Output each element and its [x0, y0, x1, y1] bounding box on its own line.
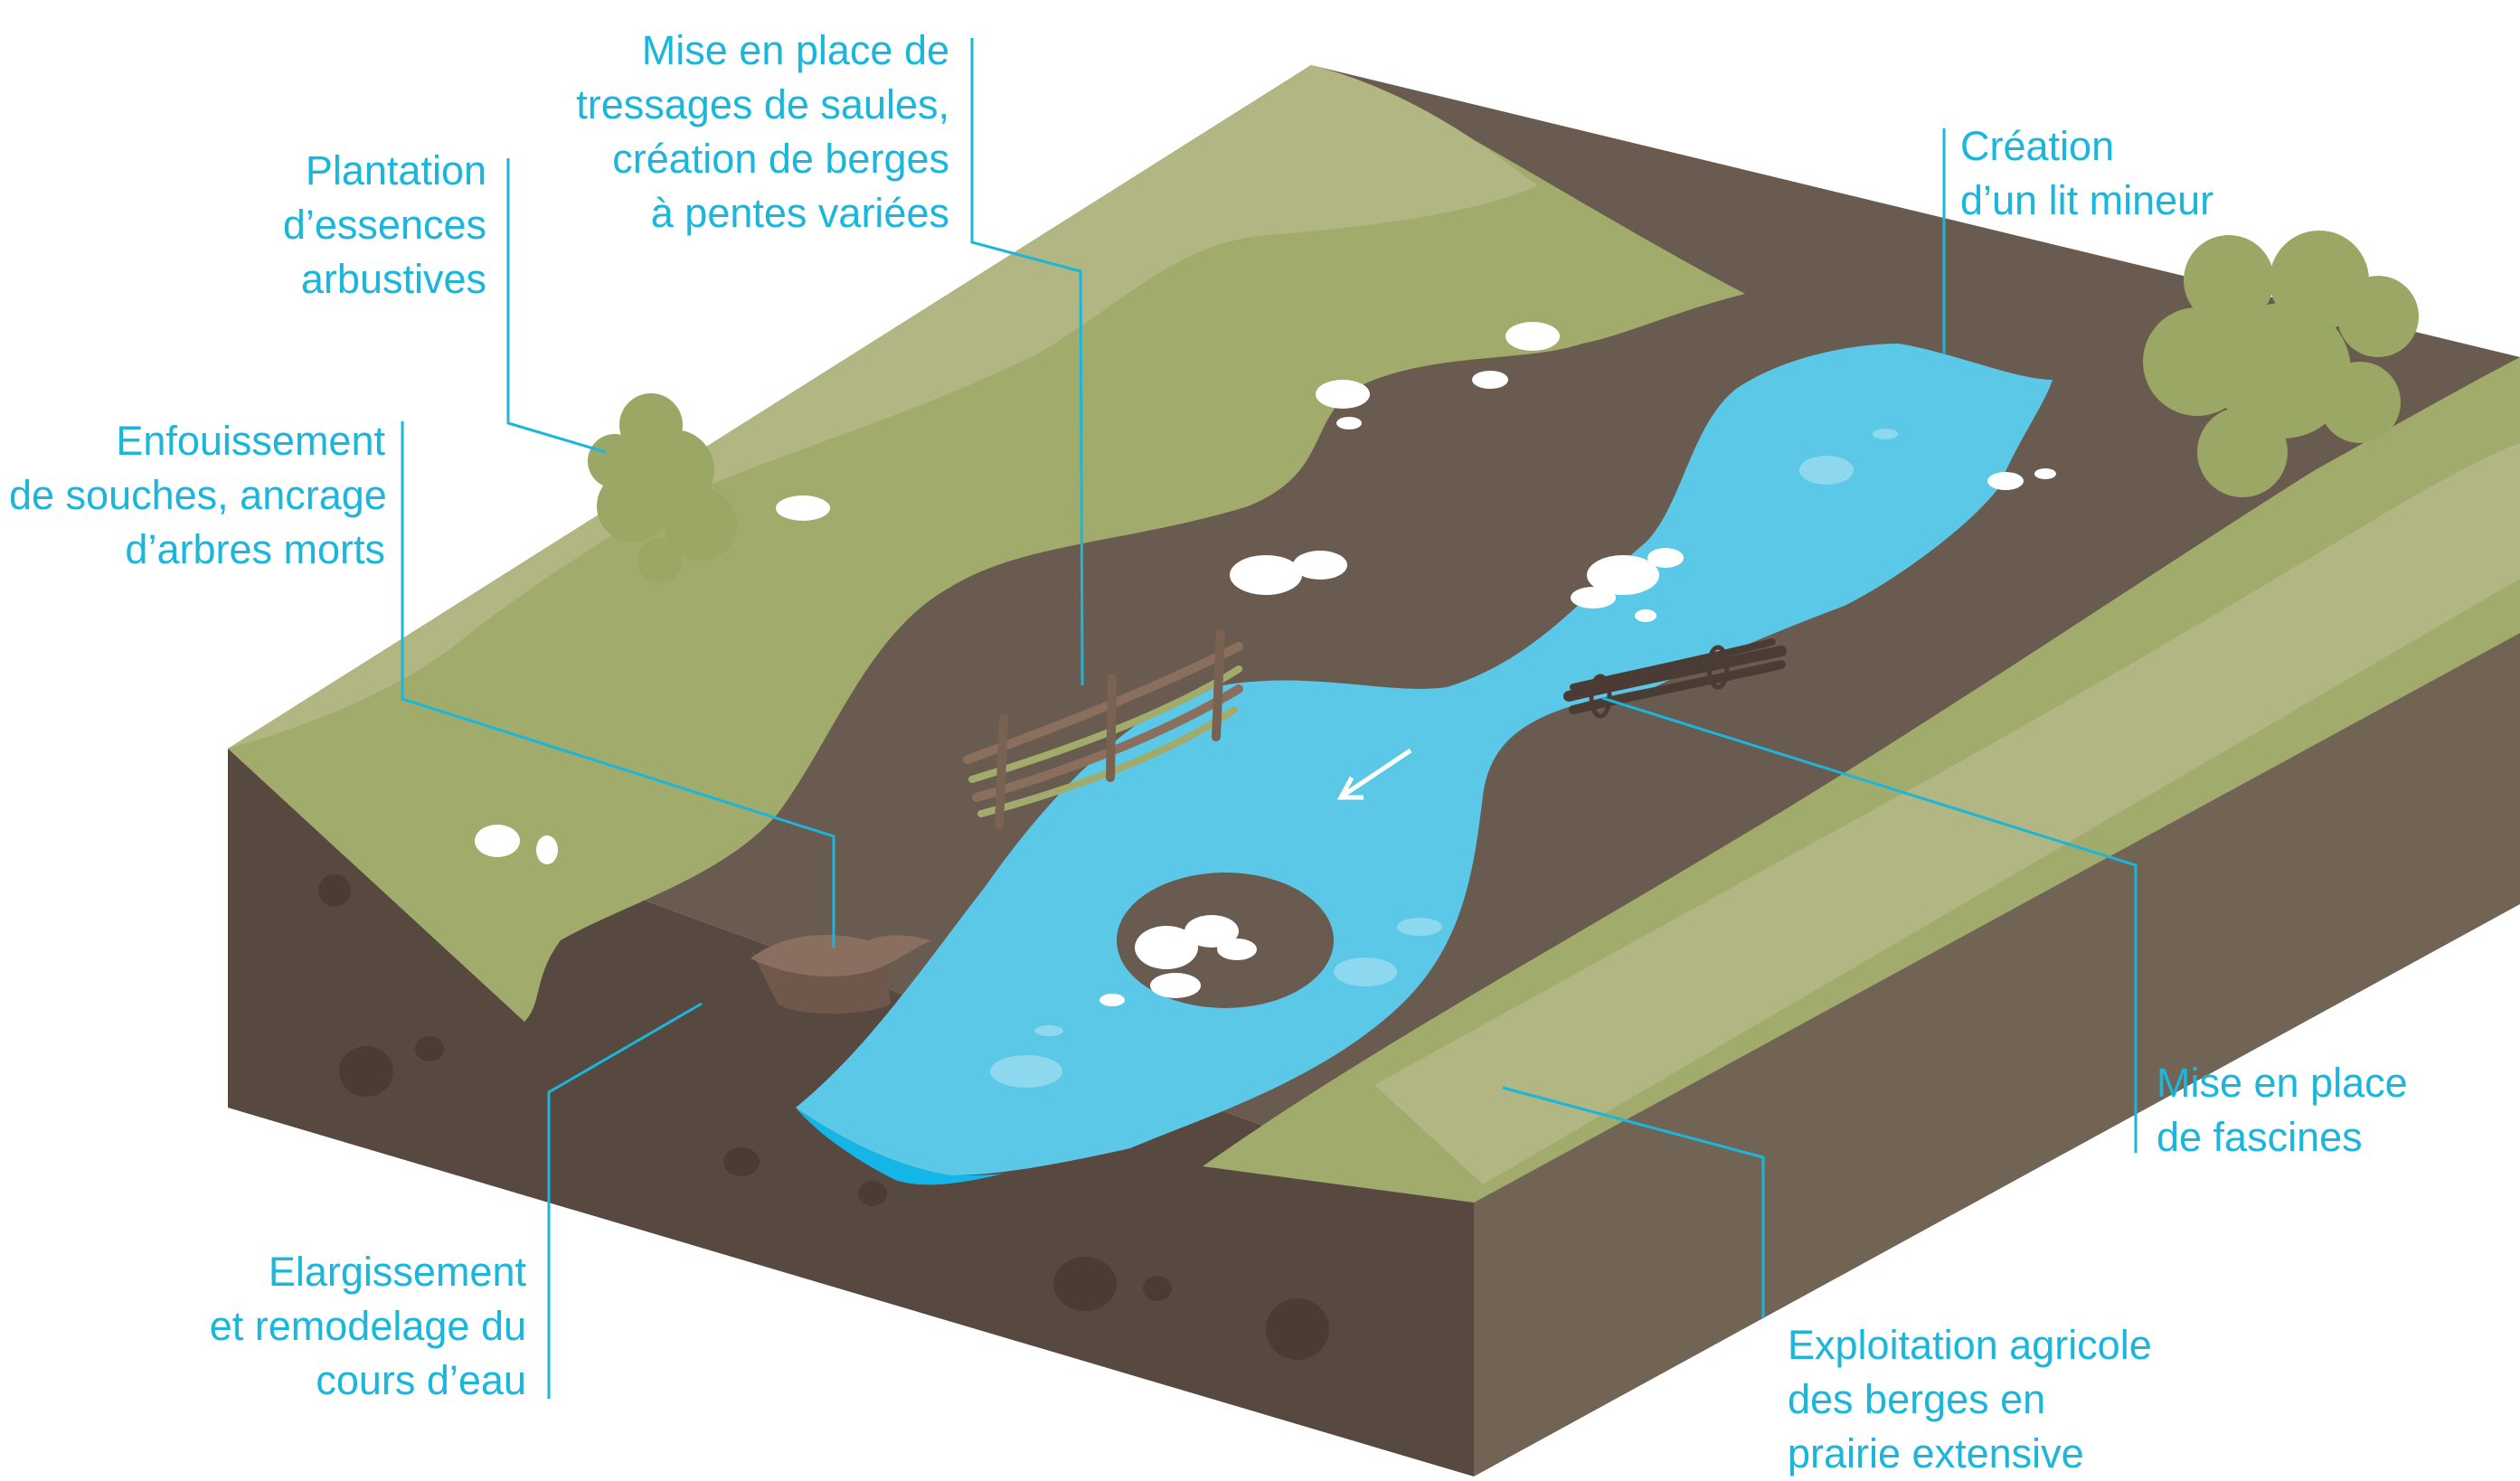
label-elargissement-line-1: Elargissement	[268, 1249, 526, 1295]
water-ripples	[990, 429, 1898, 1088]
label-exploitation-line-3: prairie extensive	[1788, 1430, 2084, 1476]
rock-icon	[475, 322, 2056, 1006]
label-fascines: Mise en place de fascines	[2157, 1056, 2500, 1165]
label-plantation: Plantation d’essences arbustives	[199, 144, 486, 307]
label-tressage-line-4: à pentes variées	[650, 190, 949, 236]
label-plantation-line-2: d’essences	[282, 202, 486, 248]
leader-line-elargissement	[547, 1002, 703, 1399]
river-water	[796, 344, 2053, 1175]
stump-icon	[750, 935, 931, 1014]
fascine-icon	[1563, 638, 1787, 719]
label-tressage: Mise en place de tressages de saules, cr…	[543, 24, 949, 241]
leader-line-exploitation	[1502, 1086, 1765, 1318]
label-lit-mineur-line-1: Création	[1960, 123, 2115, 169]
label-exploitation: Exploitation agricole des berges en prai…	[1788, 1318, 2240, 1481]
right-meadow-highlight	[1374, 443, 2520, 1184]
label-lit-mineur: Création d’un lit mineur	[1960, 119, 2322, 228]
label-elargissement-line-3: cours d’eau	[316, 1357, 526, 1403]
leader-line-plantation	[506, 158, 607, 454]
leader-line-fascines	[1601, 696, 2138, 1153]
label-plantation-line-3: arbustives	[300, 256, 486, 302]
label-lit-mineur-line-2: d’un lit mineur	[1960, 177, 2214, 223]
label-enfouissement-line-2: de souches, ancrage	[9, 472, 387, 518]
label-enfouissement-line-1: Enfouissement	[116, 418, 385, 464]
soil-side-face	[1474, 633, 2520, 1476]
buried-stones	[318, 874, 1329, 1360]
label-tressage-line-3: création de berges	[612, 136, 949, 182]
leader-lines	[401, 38, 2138, 1399]
label-fascines-line-2: de fascines	[2157, 1114, 2363, 1160]
left-meadow	[228, 65, 1745, 1022]
label-tressage-line-1: Mise en place de	[641, 27, 949, 73]
label-tressage-line-2: tressages de saules,	[576, 81, 949, 127]
label-exploitation-line-2: des berges en	[1788, 1376, 2046, 1422]
willow-weave-icon	[963, 628, 1243, 829]
label-elargissement: Elargissement et remodelage du cours d’e…	[136, 1245, 526, 1408]
leader-line-enfouissement	[401, 421, 835, 948]
shrub-icon-right	[2143, 231, 2419, 497]
label-plantation-line-1: Plantation	[305, 147, 486, 193]
label-exploitation-line-1: Exploitation agricole	[1788, 1322, 2152, 1368]
river-water-edge	[796, 1108, 1004, 1185]
label-enfouissement-line-3: d’arbres morts	[125, 526, 385, 572]
leader-line-tressage	[970, 38, 1084, 686]
shrub-icon	[588, 393, 737, 583]
left-meadow-highlight	[228, 65, 1537, 749]
arrow-icon	[1336, 748, 1412, 800]
label-elargissement-line-2: et remodelage du	[209, 1303, 526, 1349]
label-fascines-line-1: Mise en place	[2157, 1060, 2408, 1106]
label-enfouissement: Enfouissement de souches, ancrage d’arbr…	[9, 414, 387, 577]
